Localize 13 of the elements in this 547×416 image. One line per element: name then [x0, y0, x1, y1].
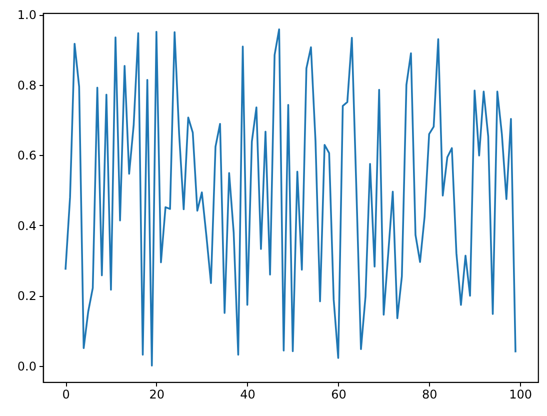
line-series — [64, 28, 516, 367]
y-tick-label: 0.6 — [17, 148, 36, 163]
y-tick-label: 0.8 — [17, 78, 36, 92]
y-tick-label: 0.0 — [17, 360, 36, 374]
x-tick-label: 0 — [62, 388, 70, 402]
x-tick-label: 100 — [509, 388, 532, 402]
y-tick-label: 0.4 — [17, 218, 36, 233]
y-tick-label: 1.0 — [17, 8, 36, 22]
x-tick-label: 40 — [240, 388, 256, 402]
x-tick-label: 80 — [422, 388, 438, 402]
x-tick-label: 20 — [149, 388, 165, 402]
y-tick-label: 0.2 — [17, 289, 36, 304]
x-tick-label: 60 — [331, 388, 346, 402]
